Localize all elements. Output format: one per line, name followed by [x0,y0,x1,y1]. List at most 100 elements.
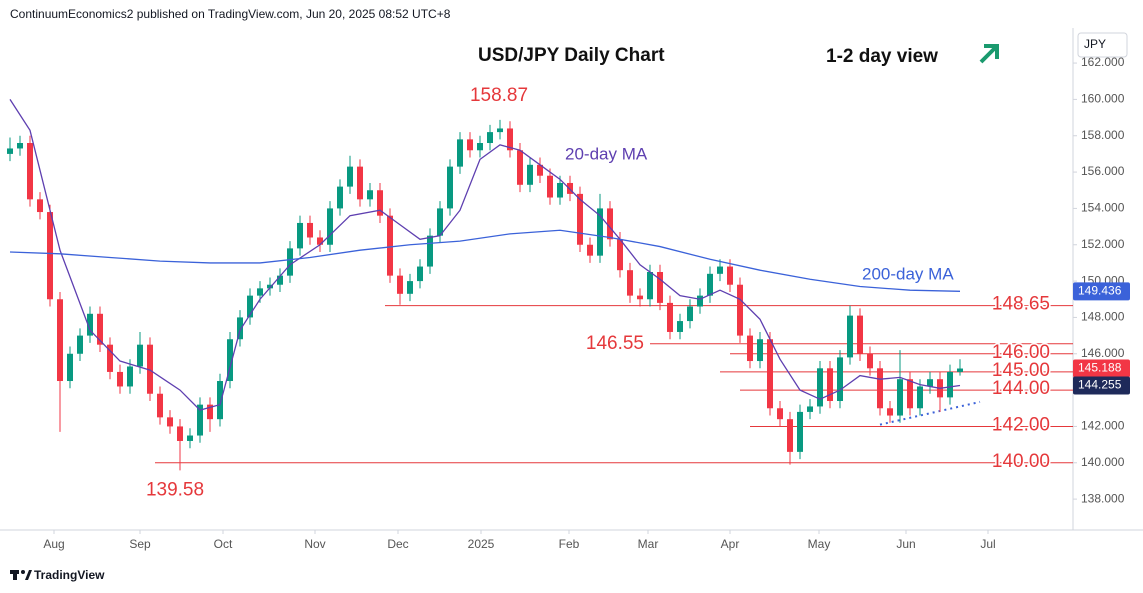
series-label: 20-day MA [565,144,648,163]
candle-body [547,175,553,198]
candle-body [317,237,323,245]
x-tick-label: Sep [129,537,151,551]
candle-body [537,164,543,176]
candle-body [957,368,963,372]
x-tick-label: Aug [43,537,64,551]
candle-body [847,315,853,358]
candle-body [867,353,873,369]
candle-body [697,295,703,307]
candle-body [457,139,463,167]
price-badge [1073,359,1130,378]
candle-body [947,371,953,398]
series-label: 200-day MA [862,264,954,283]
candle-body [117,371,123,387]
candle-body [357,166,363,200]
candle-body [7,148,13,154]
candle-body [237,317,243,340]
view-arrow [979,44,999,64]
candle-body [927,379,933,387]
candle-body [377,190,383,216]
y-tick-label: 140.000 [1081,455,1125,469]
candle-body [307,222,313,238]
candle-body [517,150,523,185]
x-tick-label: Mar [638,537,659,551]
candle-body [47,212,53,300]
candle-body [637,295,643,300]
candle-body [17,143,23,149]
candle-body [827,368,833,402]
candle-body [137,344,143,367]
currency: JPY [1084,37,1106,51]
x-tick-label: Oct [214,537,233,551]
candle-body [797,411,803,452]
candle-body [737,284,743,336]
candle-body [367,190,373,200]
brand: TradingView [34,568,105,582]
candle-body [347,166,353,187]
candle-body [597,208,603,256]
candle-body [267,284,273,289]
candle-body [767,339,773,409]
candle-body [577,193,583,245]
candle-body [807,406,813,412]
level-label: 146.55 [586,333,644,354]
candle-body [77,335,83,354]
candle-body [177,426,183,441]
candle-body [257,288,263,296]
currency-box[interactable] [1077,32,1128,58]
price-badge-label: 149.436 [1078,284,1122,298]
candle-body [427,235,433,267]
level-label: 140.00 [992,451,1050,472]
candle-body [277,275,283,285]
y-tick-label: 146.000 [1081,346,1125,360]
candle-body [227,339,233,382]
candle-body [327,208,333,245]
candle-body [197,404,203,436]
candle-body [917,386,923,409]
candle-body [447,166,453,209]
price-badge [1073,282,1130,301]
candle-body [757,339,763,362]
x-tick-label: Feb [559,537,580,551]
candle-body [657,272,663,303]
candle-body [557,182,563,198]
y-tick-label: 138.000 [1081,491,1125,505]
candle-body [617,239,623,271]
candle-body [477,143,483,151]
candle-body [87,313,93,336]
candle-body [37,199,43,213]
x-tick-label: 2025 [468,537,495,551]
candle-body [687,306,693,322]
moving-average [9,229,961,292]
price-badge-label: 145.188 [1078,361,1122,375]
candle-body [747,335,753,362]
publisher: ContinuumEconomics2 published on Trading… [10,7,451,21]
candle-body [907,379,913,409]
candle-body [507,128,513,151]
candle-body [677,321,683,332]
view-label: 1-2 day view [826,46,938,67]
candle-body [207,404,213,420]
candle-body [247,295,253,318]
candle-body [647,272,653,300]
candle-body [607,208,613,240]
trend-line [879,400,981,426]
level-label: 142.00 [992,414,1050,435]
candle-body [97,313,103,345]
candle-body [877,368,883,409]
x-tick-label: Jun [896,537,915,551]
extreme-label: 158.87 [470,85,528,106]
candle-body [777,408,783,420]
candle-body [67,353,73,382]
candle-body [287,248,293,276]
candle-body [417,266,423,282]
candle-body [57,299,63,382]
candle-body [167,417,173,427]
x-tick-label: Nov [304,537,325,551]
candle-body [857,315,863,354]
extreme-label: 139.58 [146,479,204,500]
candle-body [147,344,153,394]
candle-body [127,366,133,387]
y-tick-label: 148.000 [1081,310,1125,324]
candle-body [437,208,443,236]
